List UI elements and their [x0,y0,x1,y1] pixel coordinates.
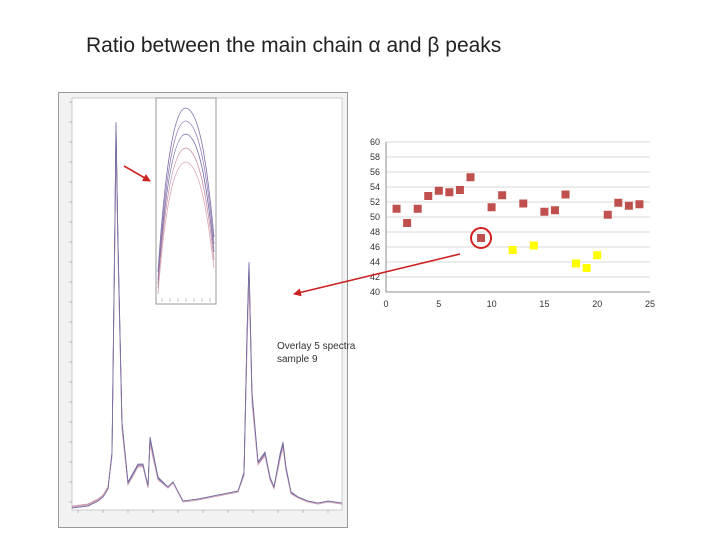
scatter-point-red [487,203,496,212]
scatter-point-red [614,198,623,207]
scatter-y-tick-label: 52 [370,197,380,207]
scatter-point-red [498,191,507,200]
overlay-note: Overlay 5 spectra sample 9 [277,340,355,366]
spectrum-plot [58,92,348,528]
scatter-y-tick-label: 44 [370,257,380,267]
inset-trace [157,107,215,273]
scatter-y-tick-label: 40 [370,287,380,297]
scatter-point-red [455,186,464,194]
inset-trace [157,133,215,285]
arrow-to-inset [123,165,151,182]
scatter-x-tick-label: 0 [383,299,388,309]
scatter-point-red [403,219,412,227]
scatter-points [392,173,644,272]
spectrum-x-ticks [77,510,329,513]
scatter-point-yellow [582,264,591,272]
scatter-point-yellow [572,259,581,268]
scatter-point-yellow [529,241,538,250]
scatter-point-red [519,199,528,208]
scatter-point-red [603,210,612,219]
scatter-point-red [392,204,401,213]
spectrum-trace [71,125,343,509]
scatter-point-red [477,234,486,242]
scatter-point-yellow [593,251,602,260]
inset-trace [157,161,215,295]
scatter-y-tick-label: 48 [370,227,380,237]
scatter-y-tick-labels: 40 42 44 46 48 50 52 54 56 58 60 [370,137,380,297]
scatter-x-tick-label: 5 [436,299,441,309]
spectrum-traces [71,121,343,509]
scatter-x-tick-label: 15 [539,299,549,309]
scatter-x-tick-label: 20 [592,299,602,309]
highlight-circle [470,227,493,249]
scatter-point-red [445,188,454,197]
inset-trace [157,120,215,281]
scatter-x-tick-labels: 0 5 10 15 20 25 [383,299,655,309]
spectrum-y-ticks [69,101,72,503]
scatter-point-red [424,192,433,200]
scatter-y-tick-label: 54 [370,182,380,192]
scatter-point-red [550,206,559,215]
overlay-note-line1: Overlay 5 spectra [277,341,356,352]
scatter-point-red [466,173,475,182]
zoom-inset-ticks [161,298,211,302]
scatter-y-tick-label: 56 [370,167,380,177]
scatter-y-tick-label: 42 [370,272,380,282]
scatter-annotations [470,227,493,249]
overlay-note-line2: sample 9 [277,354,318,365]
scatter-x-tick-label: 10 [487,299,497,309]
scatter-point-yellow [508,246,517,254]
scatter-point-red [413,204,422,213]
scatter-point-red [434,186,443,195]
scatter-y-tick-label: 46 [370,242,380,252]
scatter-y-tick-label: 60 [370,137,380,147]
zoom-inset-traces [157,107,215,295]
scatter-x-tick-label: 25 [645,299,655,309]
scatter-y-tick-label: 50 [370,212,380,222]
scatter-point-red [635,200,644,209]
spectrum-panel [58,92,348,528]
scatter-point-red [540,207,549,216]
scatter-point-red [561,190,570,199]
inset-trace [157,147,215,289]
slide-title: Ratio between the main chain α and β pea… [86,34,502,57]
scatter-y-tick-label: 58 [370,152,380,162]
scatter-point-red [624,201,633,210]
arrow-to-spectrum [293,253,461,297]
